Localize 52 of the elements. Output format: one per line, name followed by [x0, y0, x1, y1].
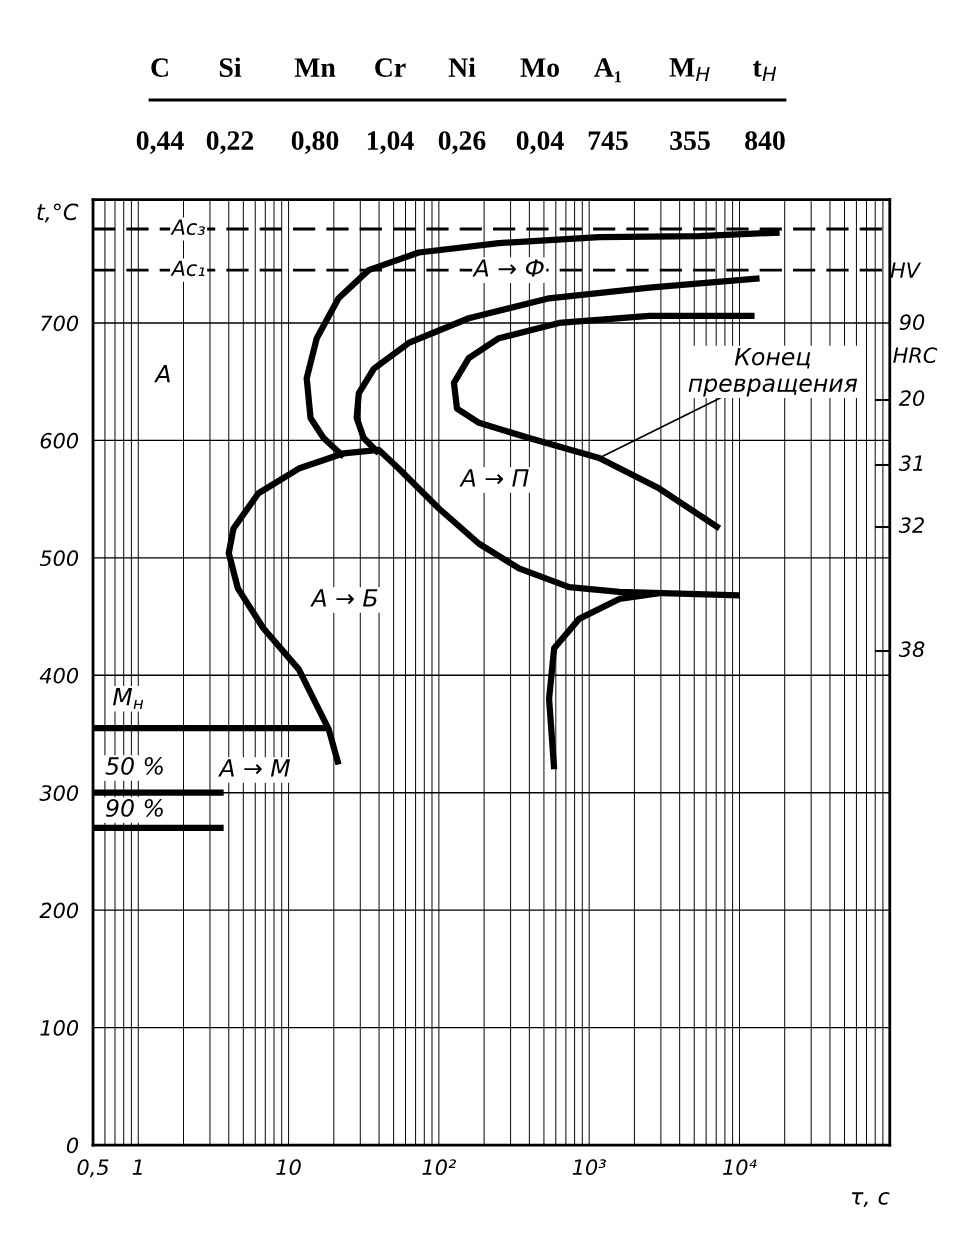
- text: HRC: [893, 347, 938, 364]
- annotation: 90 %: [106, 798, 163, 817]
- y-tick-label: 0: [66, 1137, 79, 1154]
- text: A₁: [594, 58, 622, 83]
- annotation: A → M: [218, 759, 291, 777]
- annotation: A → Ф: [472, 259, 544, 277]
- x-tick-label: 10: [276, 1159, 301, 1176]
- text: 745: [588, 131, 628, 150]
- text: C: [151, 58, 168, 77]
- ref-line-label: Ac₁: [170, 260, 205, 277]
- y-tick-label: 200: [39, 902, 79, 919]
- y-tick-label: 400: [39, 667, 79, 684]
- y-tick-label: 700: [41, 315, 79, 332]
- text: 20: [898, 390, 925, 407]
- y-tick-label: 100: [40, 1020, 79, 1036]
- x-tick-label: 10⁴: [723, 1159, 757, 1176]
- x-tick-label: 10²: [422, 1159, 456, 1176]
- text: 90: [899, 314, 925, 331]
- text: HV: [890, 262, 922, 278]
- y-axis-title: t,°C: [37, 203, 79, 223]
- ref-line-label: Ac₃: [170, 219, 205, 236]
- x-axis-title: τ, с: [851, 1192, 890, 1208]
- text: 0,26: [438, 131, 486, 154]
- text: 840: [745, 131, 785, 150]
- annotation: 50 %: [105, 756, 163, 775]
- text: Cr: [375, 58, 406, 77]
- text: Mo: [520, 58, 559, 77]
- text: 0,04: [516, 131, 564, 154]
- annotation: A: [154, 365, 170, 383]
- annotation: A → Б: [310, 589, 378, 607]
- y-tick-label: 300: [39, 785, 79, 801]
- annotation: A → П: [459, 469, 529, 487]
- x-tick-label: 0,5: [77, 1159, 109, 1178]
- x-tick-label: 1: [132, 1159, 142, 1175]
- text: 355: [670, 131, 710, 150]
- annotation: Конец превращения: [688, 347, 858, 397]
- text: Mn: [294, 58, 336, 77]
- text: 32: [898, 517, 924, 534]
- x-tick-label: 10³: [572, 1159, 606, 1176]
- text: M$_{Н}$: [669, 58, 710, 82]
- text: 38: [898, 641, 925, 658]
- text: 0,80: [291, 131, 339, 154]
- annotation: M$_{н}$: [113, 688, 144, 710]
- text: Si: [219, 57, 242, 77]
- text: Ni: [448, 57, 476, 77]
- text: 0,22: [206, 131, 254, 154]
- text: 0,44: [136, 131, 184, 154]
- text: t$_{Н}$: [752, 60, 777, 82]
- y-tick-label: 600: [40, 432, 79, 449]
- y-tick-label: 500: [39, 550, 79, 567]
- text: 1,04: [367, 131, 414, 154]
- text: 31: [898, 455, 923, 472]
